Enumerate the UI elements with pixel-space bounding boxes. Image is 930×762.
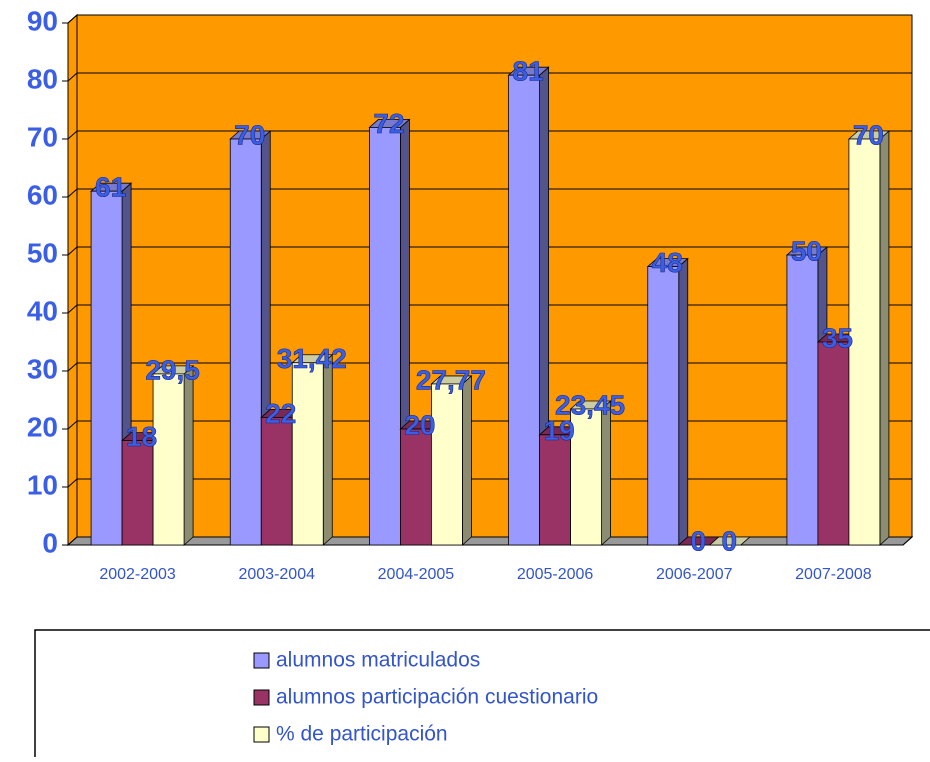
data-label: 23,45 <box>555 389 625 420</box>
grid-line <box>67 478 912 488</box>
bar-front <box>229 138 262 546</box>
y-tick-label: 90 <box>27 5 58 36</box>
data-label: 18 <box>126 421 157 452</box>
y-tick-label: 40 <box>27 295 58 326</box>
data-label: 27,77 <box>416 364 486 395</box>
bar-front <box>647 266 680 546</box>
data-label: 29,5 <box>145 354 200 385</box>
bar <box>507 66 550 546</box>
bar-front <box>369 127 401 546</box>
bar-front <box>817 341 850 546</box>
bar-side <box>462 375 472 546</box>
bar <box>430 375 473 546</box>
side-wall <box>67 13 78 547</box>
y-tick-label: 80 <box>27 63 58 94</box>
data-label: 70 <box>234 119 265 150</box>
bar-front <box>570 408 602 546</box>
legend-box <box>34 629 930 762</box>
data-label: 31,42 <box>277 343 347 374</box>
bar <box>152 365 195 546</box>
legend-label: % de participación <box>276 723 448 746</box>
bar-front <box>152 373 185 546</box>
bar <box>569 400 612 546</box>
bar-front <box>848 138 881 546</box>
y-tick-label: 0 <box>42 527 58 558</box>
bar <box>646 257 689 546</box>
legend-label: alumnos participación cuestionario <box>276 686 598 709</box>
data-label: 72 <box>373 108 404 139</box>
legend-swatch <box>253 689 270 706</box>
x-tick-label: 2006-2007 <box>656 566 733 583</box>
legend-swatch <box>253 726 270 743</box>
bar-front <box>786 254 819 546</box>
legend-label: alumnos matriculados <box>276 649 480 672</box>
y-tick-label: 30 <box>27 353 58 384</box>
bar-side <box>678 257 689 546</box>
x-axis-back <box>902 536 913 546</box>
bar-side <box>183 365 194 546</box>
grid-line <box>67 420 912 430</box>
data-label: 81 <box>513 56 544 87</box>
grid-line <box>67 14 912 24</box>
data-label: 48 <box>652 247 683 278</box>
y-tick-label: 10 <box>27 469 58 500</box>
bar-front <box>508 74 540 546</box>
data-label: 22 <box>265 398 296 429</box>
bar-top <box>708 536 751 546</box>
grid-line <box>67 304 912 314</box>
y-tick-label: 70 <box>27 121 58 152</box>
x-tick-label: 2004-2005 <box>378 566 455 583</box>
bar-front <box>121 440 154 546</box>
y-tick-label: 60 <box>27 179 58 210</box>
data-label: 61 <box>95 172 126 203</box>
bar-front <box>260 416 293 546</box>
y-tick-label: 20 <box>27 411 58 442</box>
bar-side <box>322 353 333 546</box>
bar <box>708 536 751 546</box>
bar-front <box>90 190 123 546</box>
data-label: 0 <box>690 525 706 556</box>
grid-line <box>67 130 912 140</box>
x-tick-label: 2007-2008 <box>795 566 872 583</box>
grid-line <box>67 72 912 82</box>
grid-line <box>67 188 912 198</box>
x-tick-label: 2005-2006 <box>517 566 594 583</box>
floor <box>66 536 914 546</box>
bar-front <box>431 383 463 546</box>
data-label: 50 <box>791 235 822 266</box>
data-label: 0 <box>721 525 737 556</box>
grid-line <box>67 246 912 256</box>
grid-line <box>67 362 912 372</box>
data-label: 70 <box>853 119 884 150</box>
y-tick-label: 50 <box>27 237 58 268</box>
grid-line <box>67 536 912 546</box>
data-label: 19 <box>544 415 575 446</box>
bar-front <box>291 362 324 546</box>
bar-side <box>879 130 890 546</box>
bar <box>847 130 890 546</box>
x-tick-label: 2003-2004 <box>238 566 315 583</box>
bar <box>291 353 334 546</box>
bar-front <box>539 434 571 546</box>
x-tick-label: 2002-2003 <box>99 566 176 583</box>
legend-swatch <box>253 652 270 669</box>
bar-front <box>400 428 432 546</box>
data-label: 35 <box>822 322 853 353</box>
bar-side <box>601 400 611 546</box>
data-label: 20 <box>404 409 435 440</box>
